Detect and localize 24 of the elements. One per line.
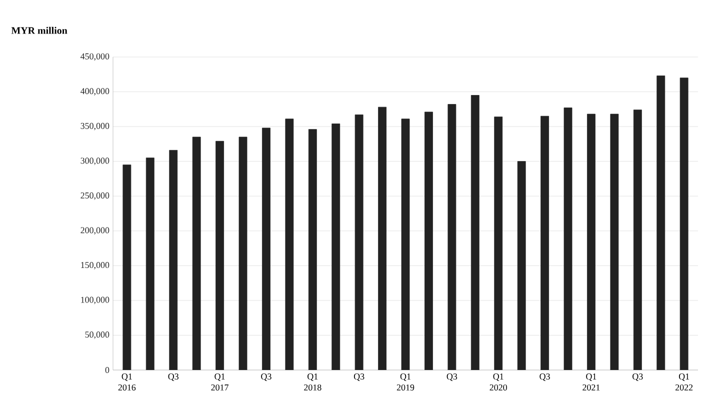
y-tick-label: 350,000	[80, 122, 110, 130]
y-tick-label: 300,000	[80, 158, 110, 165]
x-tick-label: Q1 2019	[396, 374, 414, 391]
x-tick-label: Q3	[632, 374, 643, 381]
x-tick-label: Q3	[446, 374, 458, 381]
y-tick-label: 150,000	[81, 262, 110, 270]
y-tick-label: 0	[105, 366, 110, 374]
x-tick-label: Q1 2022	[676, 374, 693, 391]
x-tick-label: Q3	[354, 374, 364, 381]
y-tick-label: 50,000	[85, 332, 110, 339]
x-tick-label: Q1 2016	[118, 374, 136, 391]
y-axis-title: MYR million	[11, 26, 68, 34]
y-tick-label: 100,000	[81, 296, 110, 304]
x-tick-label: Q3	[168, 374, 178, 381]
x-tick-label: Q3	[261, 374, 272, 381]
y-tick-label: 250,000	[80, 192, 110, 200]
y-tick-label: 450,000	[80, 53, 110, 61]
x-tick-label: Q1 2017	[211, 374, 228, 391]
x-tick-label: Q1 2018	[304, 374, 322, 391]
x-tick-label: Q1 2020	[490, 374, 507, 391]
y-tick-label: 200,000	[80, 227, 110, 235]
y-tick-label: 400,000	[80, 88, 110, 96]
x-tick-label: Q1 2021	[582, 374, 600, 391]
x-tick-label: Q3	[540, 374, 550, 381]
